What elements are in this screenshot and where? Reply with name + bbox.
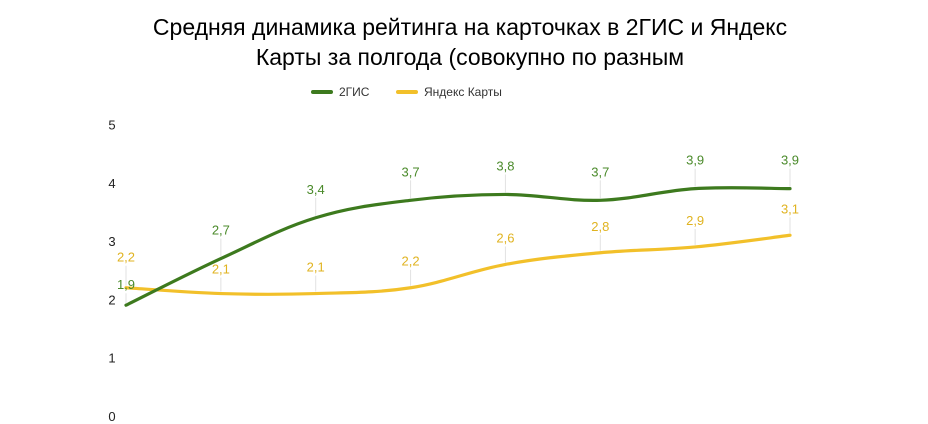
data-label: 2,1 bbox=[212, 262, 230, 277]
data-label: 2,8 bbox=[591, 219, 609, 234]
chart-legend: 2ГИС Яндекс Карты bbox=[311, 85, 502, 99]
data-label: 2,2 bbox=[117, 250, 135, 265]
y-axis: 0 1 2 3 4 5 bbox=[108, 118, 115, 424]
data-label: 3,1 bbox=[781, 201, 799, 216]
data-label: 2,2 bbox=[402, 254, 420, 269]
data-label: 3,7 bbox=[591, 164, 609, 179]
data-label: 3,8 bbox=[496, 158, 514, 173]
series-line-yandex bbox=[124, 233, 792, 296]
data-label: 2,1 bbox=[307, 260, 325, 275]
data-label: 2,9 bbox=[686, 213, 704, 228]
data-label: 3,9 bbox=[686, 153, 704, 168]
y-tick-label: 5 bbox=[108, 118, 115, 133]
data-labels: 1,92,73,43,7 3,8 3,73,9 3,92,22,1 2,1 2,22,62… bbox=[117, 153, 799, 304]
data-label: 3,7 bbox=[402, 164, 420, 179]
series-line-2gis bbox=[124, 186, 792, 307]
legend-label: Яндекс Карты bbox=[424, 85, 502, 99]
y-tick-label: 0 bbox=[108, 409, 115, 424]
y-tick-label: 2 bbox=[108, 292, 115, 307]
y-tick-label: 3 bbox=[108, 234, 115, 249]
data-label: 3,9 bbox=[781, 153, 799, 168]
y-tick-label: 1 bbox=[108, 351, 115, 366]
legend-label: 2ГИС bbox=[339, 85, 370, 99]
data-label: 2,7 bbox=[212, 223, 230, 238]
chart-title: Средняя динамика рейтинга на карточках в… bbox=[152, 14, 788, 70]
y-tick-label: 4 bbox=[108, 176, 115, 191]
data-label: 3,4 bbox=[307, 182, 325, 197]
series-lines bbox=[124, 186, 792, 307]
data-label: 2,6 bbox=[496, 230, 514, 245]
